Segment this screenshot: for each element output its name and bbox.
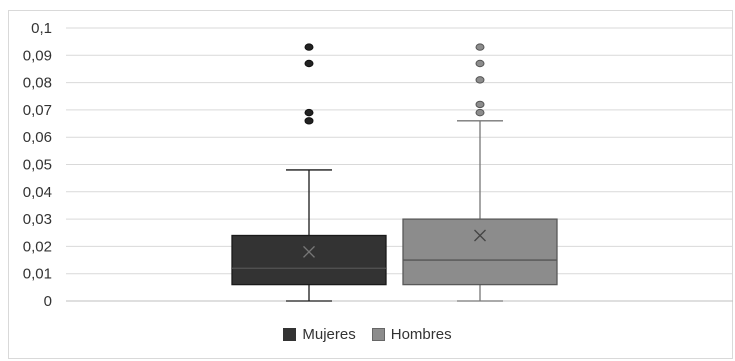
y-tick-label: 0,06	[23, 129, 52, 146]
outlier-point	[475, 76, 485, 84]
box-mujeres	[231, 234, 387, 286]
y-tick-label: 0,07	[23, 102, 52, 119]
legend-label-hombres: Hombres	[390, 326, 452, 343]
y-tick-label: 0,01	[23, 266, 52, 283]
y-tick-label: 0,04	[23, 184, 52, 201]
y-tick-label: 0,03	[23, 211, 52, 228]
legend-item-mujeres: Mujeres	[283, 326, 356, 343]
y-tick-label: 0,05	[23, 157, 52, 174]
y-tick-label: 0	[44, 293, 52, 310]
outlier-point	[304, 117, 314, 125]
legend-swatch-hombres	[371, 328, 385, 341]
outlier-point	[475, 59, 485, 68]
outlier-point	[304, 59, 314, 68]
outlier-point	[475, 108, 485, 117]
outlier-point	[475, 100, 485, 109]
y-tick-label: 0,09	[23, 47, 52, 64]
mean-marker	[474, 229, 486, 242]
outlier-point	[475, 43, 485, 51]
legend-swatch-mujeres	[283, 328, 297, 341]
legend-item-hombres: Hombres	[371, 326, 452, 343]
y-tick-label: 0,08	[23, 75, 52, 92]
y-tick-label: 0,1	[31, 20, 52, 37]
legend: Mujeres Hombres	[0, 326, 735, 343]
mean-marker	[303, 245, 315, 258]
legend-label-mujeres: Mujeres	[302, 326, 356, 343]
outlier-point	[304, 108, 314, 117]
y-tick-label: 0,02	[23, 238, 52, 255]
outlier-point	[304, 43, 314, 51]
box-hombres	[402, 218, 558, 286]
